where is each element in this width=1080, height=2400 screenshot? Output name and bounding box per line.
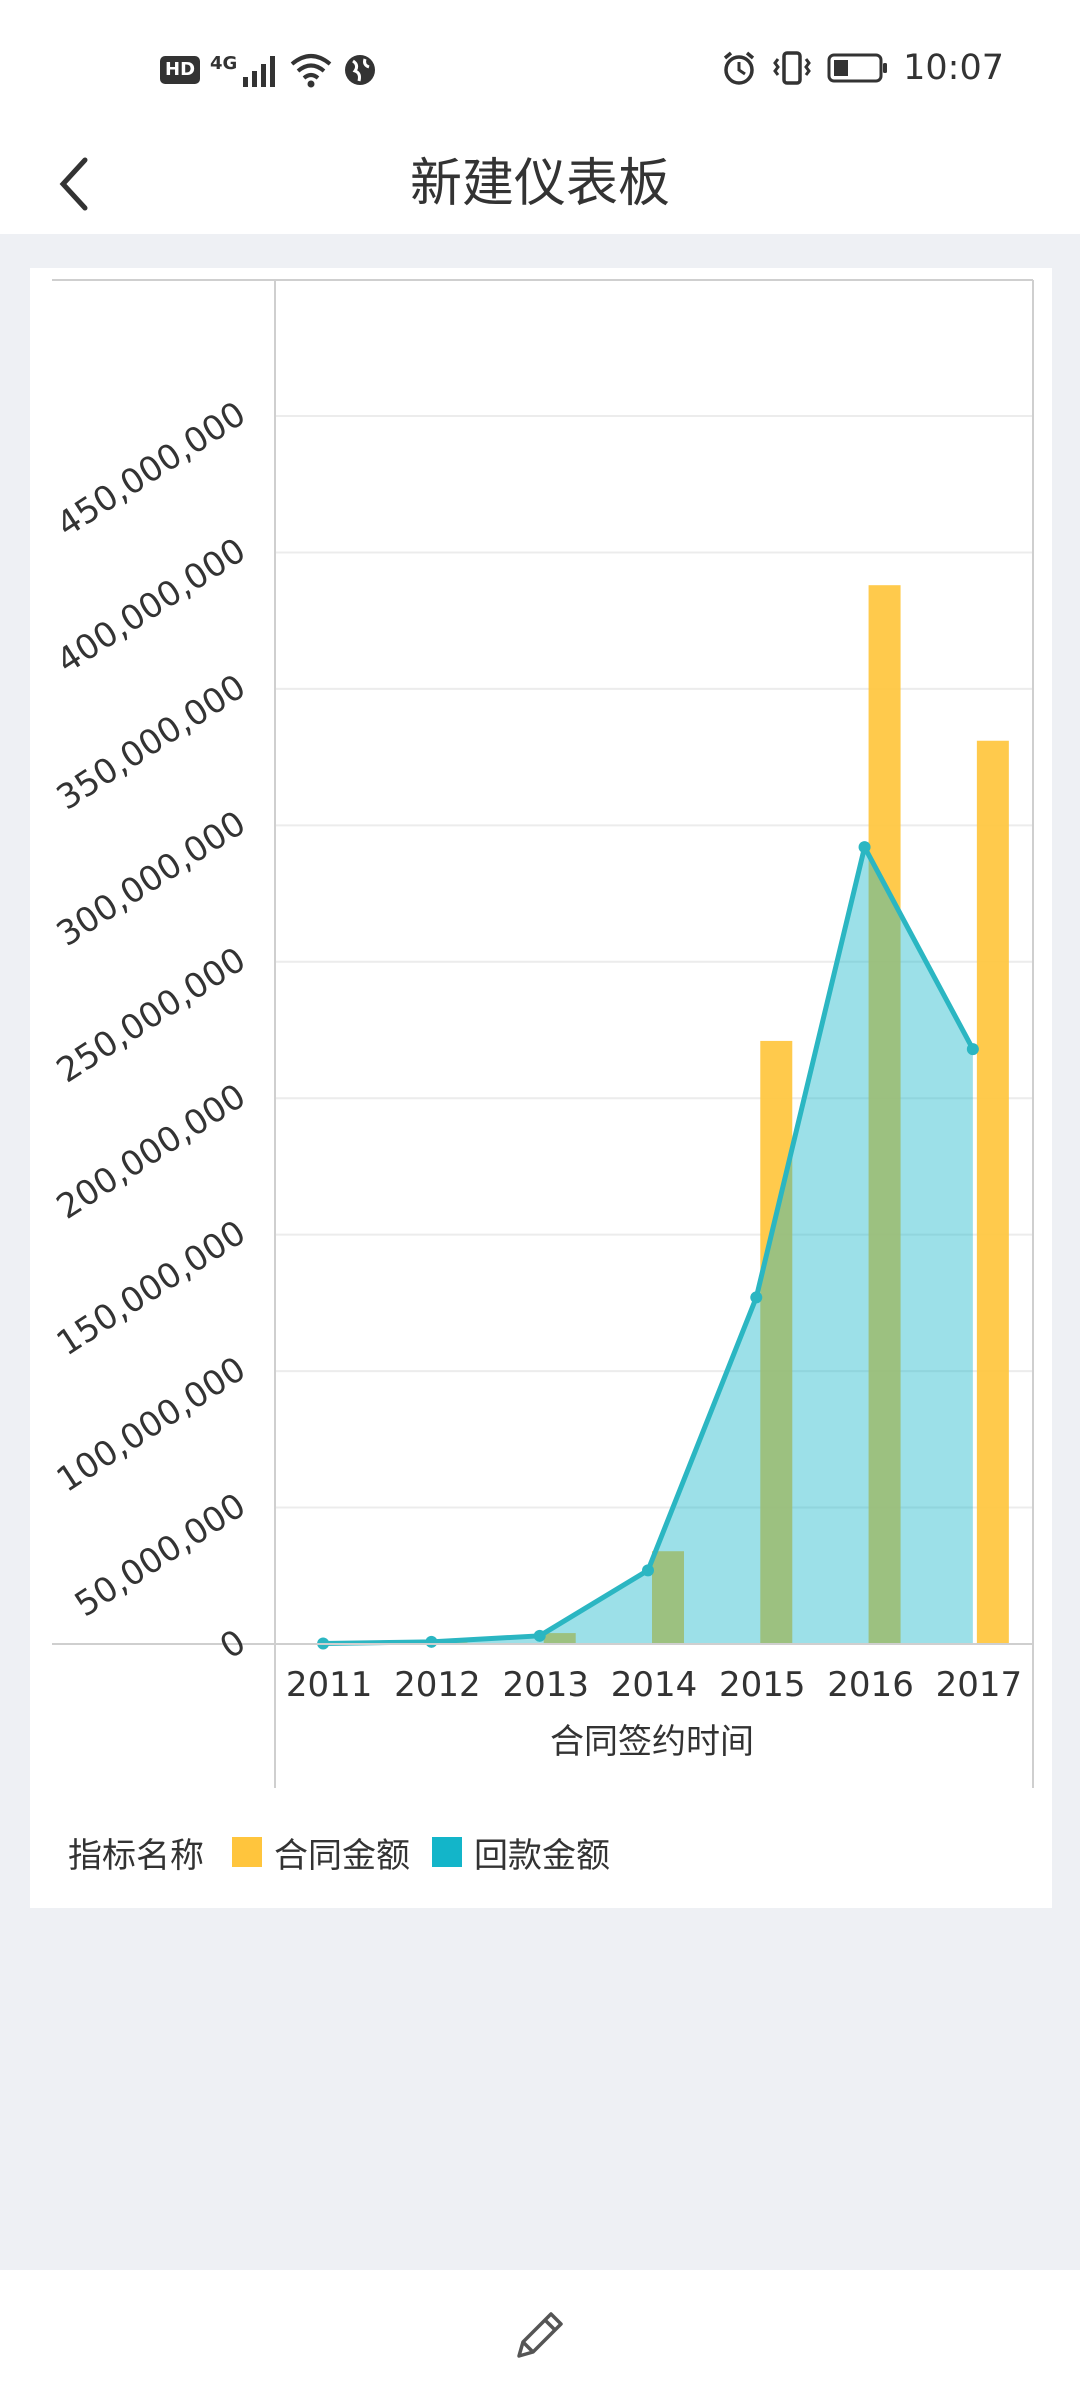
point-payment-2016 — [858, 841, 871, 854]
pencil-icon — [517, 2312, 563, 2358]
point-payment-2017 — [966, 1043, 979, 1056]
legend-swatch-payment — [432, 1837, 462, 1867]
app-header: 新建仪表板 — [0, 134, 1080, 234]
legend-label-payment: 回款金额 — [474, 1835, 610, 1876]
y-tick-label: 150,000,000 — [50, 1213, 253, 1364]
legend-swatch-contract — [232, 1837, 262, 1867]
hd-icon: HD — [160, 56, 201, 84]
chevron-left-icon — [59, 157, 88, 211]
legend-item-contract[interactable]: 合同金额 — [232, 1828, 410, 1877]
status-time: 10:07 — [903, 48, 1004, 88]
battery-icon — [827, 53, 888, 83]
status-bar: HD 4G — [0, 0, 1080, 134]
signal-icon — [243, 56, 276, 87]
chart[interactable]: 050,000,000100,000,000150,000,000200,000… — [30, 268, 1052, 1908]
x-tick-label: 2013 — [502, 1665, 589, 1705]
x-tick-label: 2017 — [936, 1665, 1023, 1705]
y-tick-label: 300,000,000 — [50, 803, 253, 954]
wifi-icon — [291, 54, 332, 88]
back-button[interactable] — [40, 144, 110, 224]
alarm-icon — [724, 51, 755, 85]
bar-contract-2015 — [760, 1040, 793, 1644]
bar-contract-2017 — [976, 740, 1009, 1644]
bar-contract-2016 — [868, 585, 901, 1644]
page-title: 新建仪表板 — [409, 154, 670, 214]
x-tick-label: 2012 — [394, 1665, 481, 1705]
point-payment-2015 — [750, 1291, 763, 1304]
x-axis-label: 合同签约时间 — [550, 1722, 754, 1762]
y-tick-label: 450,000,000 — [50, 394, 253, 545]
legend-label-contract: 合同金额 — [274, 1835, 410, 1876]
network-type-label: 4G — [210, 52, 238, 74]
y-tick-label: 100,000,000 — [50, 1349, 253, 1500]
chart-card: 0 50,000,000 100,000,000 150,000,000 200,000… — [30, 268, 1052, 1908]
x-tick-label: 2015 — [719, 1665, 806, 1705]
vibrate-icon — [773, 51, 811, 85]
bar-contract-2014 — [652, 1551, 684, 1644]
y-tick-label: 350,000,000 — [50, 667, 253, 818]
bar-contract-2013 — [543, 1633, 576, 1644]
y-tick-label: 200,000,000 — [50, 1076, 253, 1227]
area-payment — [323, 847, 973, 1644]
legend-title: 指标名称 — [68, 1835, 204, 1876]
edit-button[interactable] — [505, 2300, 575, 2370]
y-tick-label: 400,000,000 — [50, 530, 253, 681]
x-tick-label: 2014 — [611, 1665, 698, 1705]
x-tick-label: 2016 — [827, 1665, 914, 1705]
x-tick-label: 2011 — [286, 1665, 373, 1705]
globe-icon — [345, 55, 376, 85]
legend: 指标名称 合同金额 回款金额 — [68, 1828, 632, 1877]
bottom-toolbar — [0, 2270, 1080, 2400]
y-tick-label: 250,000,000 — [50, 940, 253, 1091]
point-payment-2012 — [425, 1635, 438, 1648]
y-tick-label: 50,000,000 — [68, 1486, 253, 1626]
legend-item-payment[interactable]: 回款金额 — [432, 1828, 610, 1877]
status-right: 10:07 — [721, 46, 1004, 90]
status-left: HD 4G — [160, 50, 377, 90]
point-payment-2013 — [533, 1629, 546, 1642]
point-payment-2014 — [642, 1564, 654, 1577]
